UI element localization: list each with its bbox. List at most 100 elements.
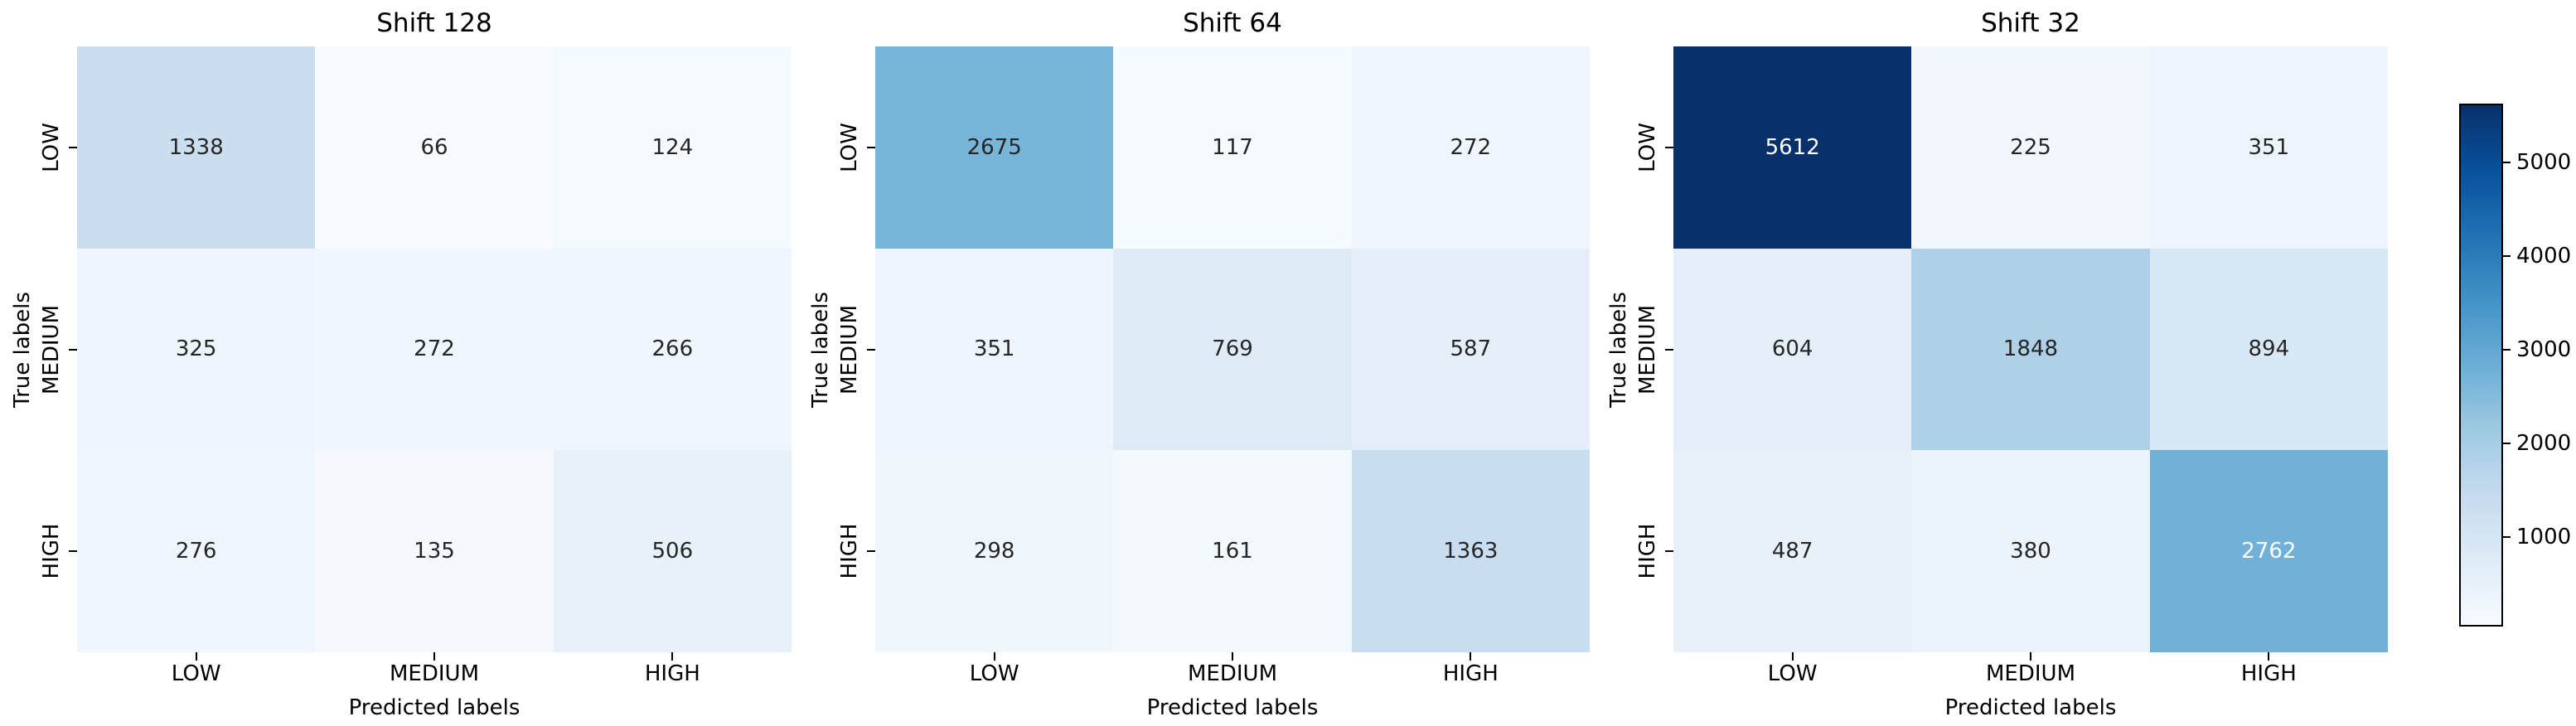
colorbar-tick-mark [2503,443,2511,445]
x-tick-mark [2030,652,2031,661]
cell-value: 117 [1212,134,1253,160]
colorbar-tick-label: 4000 [2516,244,2572,269]
heatmap-cell: 124 [553,46,792,249]
y-tick-mark [69,348,77,351]
cell-value: 124 [651,134,694,160]
y-tick-mark [1665,348,1673,351]
cell-value: 276 [175,539,217,564]
heatmap-cell: 161 [1113,450,1352,652]
heatmap-cell: 894 [2149,248,2388,451]
heatmap-cell: 135 [315,450,554,652]
heatmap: 2675 117 272 351 769 587 298 161 1363 [875,46,1590,652]
x-axis-label: Predicted labels [1146,695,1319,720]
cell-value: 135 [414,539,455,564]
y-tick-label: LOW [39,122,64,172]
heatmap-cell: 272 [315,248,554,451]
cell-value: 1848 [2002,336,2059,362]
x-tick-mark [1791,652,1794,661]
x-tick-label: MEDIUM [389,661,479,686]
x-tick-label: HIGH [2240,661,2297,686]
cell-value: 2762 [2241,539,2297,564]
y-tick-mark [867,348,875,351]
cell-value: 272 [414,336,455,362]
y-tick-label: HIGH [837,523,862,579]
heatmap-cell: 272 [1351,46,1590,249]
heatmap-cell: 2675 [875,46,1114,249]
y-tick-label: HIGH [1635,523,1660,579]
cell-value: 66 [420,134,448,160]
y-tick-label: MEDIUM [39,304,64,394]
cell-value: 266 [651,336,694,362]
cell-value: 225 [2010,134,2051,160]
y-axis-label: True labels [1606,291,1631,408]
x-tick-label: HIGH [1442,661,1499,686]
panel-title: Shift 128 [376,8,492,38]
y-tick-mark [1665,550,1673,553]
cell-value: 894 [2248,336,2290,362]
heatmap-cell: 266 [553,248,792,451]
cell-value: 351 [2248,134,2290,160]
heatmap-cell: 487 [1673,450,1912,652]
y-tick-mark [867,550,875,553]
colorbar-tick-label: 2000 [2516,431,2572,457]
heatmap-cell: 351 [875,248,1114,451]
cell-value: 272 [1450,134,1492,160]
heatmap-cell: 325 [77,248,316,451]
panel-title: Shift 32 [1981,8,2080,38]
heatmap-cell: 117 [1113,46,1352,249]
cell-value: 351 [973,336,1015,362]
heatmap-cell: 380 [1911,450,2150,652]
cell-value: 5612 [1765,134,1820,160]
colorbar-tick-label: 1000 [2516,525,2572,550]
heatmap-cell: 1338 [77,46,316,249]
y-tick-mark [69,146,77,148]
x-tick-label: MEDIUM [1187,661,1277,686]
cell-value: 604 [1771,336,1813,362]
y-tick-mark [69,550,77,553]
heatmap-cell: 276 [77,450,316,652]
cell-value: 1363 [1443,539,1499,564]
x-axis-label: Predicted labels [1944,695,2117,720]
heatmap: 1338 66 124 325 272 266 276 135 506 [77,46,792,652]
x-tick-mark [2268,652,2270,661]
heatmap-cell: 506 [553,450,792,652]
y-axis-label: True labels [10,291,35,408]
colorbar-tick-label: 5000 [2516,150,2572,176]
heatmap-cell: 5612 [1673,46,1912,249]
heatmap-cell: 1363 [1351,450,1590,652]
y-tick-label: LOW [837,122,862,172]
cell-value: 1338 [168,134,224,160]
y-tick-mark [1665,146,1673,148]
y-axis-label: True labels [808,291,833,408]
x-tick-mark [195,652,197,661]
heatmap-cell: 2762 [2149,450,2388,652]
heatmap: 5612 225 351 604 1848 894 487 380 2762 [1673,46,2388,652]
cell-value: 2675 [966,134,1022,160]
colorbar-tick-mark [2503,162,2511,164]
x-axis-label: Predicted labels [348,695,521,720]
x-tick-mark [1232,652,1233,661]
heatmap-cell: 604 [1673,248,1912,451]
y-tick-mark [867,146,875,148]
cell-value: 587 [1450,336,1492,362]
x-tick-label: LOW [969,661,1019,686]
x-tick-label: HIGH [644,661,700,686]
heatmap-cell: 1848 [1911,248,2150,451]
heatmap-cell: 298 [875,450,1114,652]
x-tick-mark [671,652,674,661]
colorbar-tick-label: 3000 [2516,337,2572,363]
x-tick-mark [993,652,995,661]
colorbar-tick-mark [2503,349,2511,351]
colorbar [2459,104,2503,627]
x-tick-label: LOW [1767,661,1818,686]
y-tick-label: MEDIUM [837,304,862,394]
cell-value: 769 [1212,336,1253,362]
panel-title: Shift 64 [1183,8,1282,38]
cell-value: 298 [973,539,1015,564]
colorbar-tick-mark [2503,536,2511,539]
colorbar-tick-mark [2503,255,2511,258]
cell-value: 161 [1212,539,1253,564]
y-tick-label: HIGH [39,523,64,579]
x-tick-mark [433,652,435,661]
